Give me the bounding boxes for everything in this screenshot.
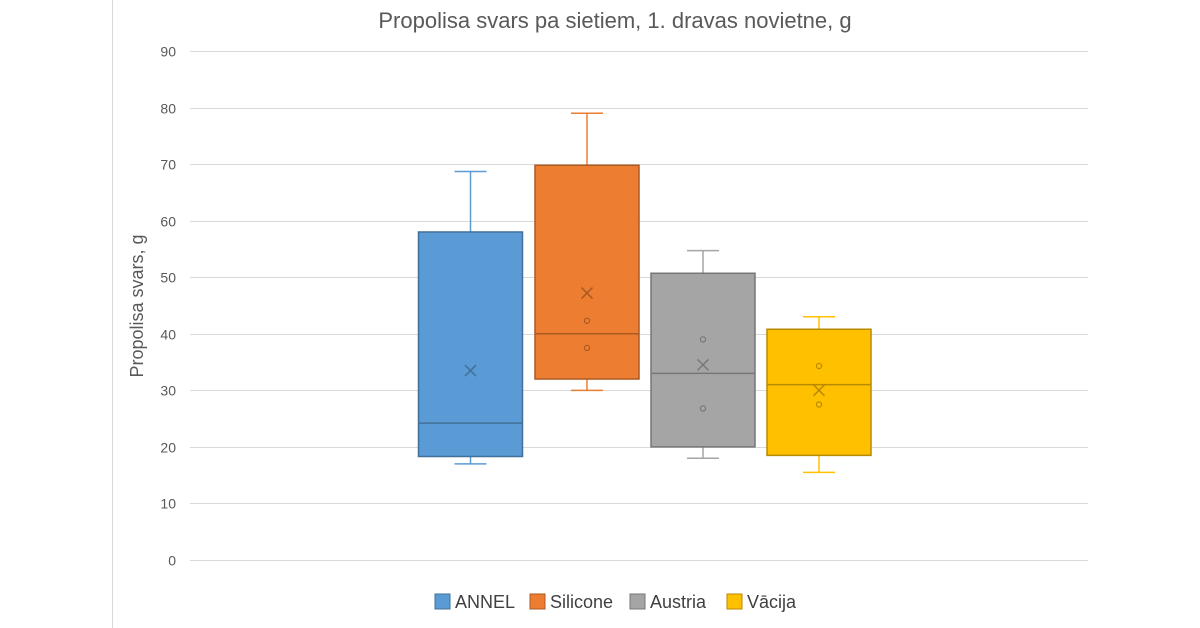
box-annel bbox=[417, 170, 524, 465]
inner-point bbox=[699, 405, 707, 412]
legend-label: Silicone bbox=[550, 592, 613, 612]
box-series bbox=[417, 112, 872, 474]
y-tick-label: 10 bbox=[160, 496, 176, 512]
mean-marker bbox=[696, 358, 710, 371]
box-vacija bbox=[766, 316, 872, 474]
inner-point bbox=[815, 362, 823, 370]
y-tick-label: 80 bbox=[160, 101, 176, 117]
y-tick-label: 50 bbox=[160, 270, 176, 286]
legend-item-vacija: Vācija bbox=[726, 592, 797, 612]
y-axis-title: Propolisa svars, g bbox=[127, 234, 147, 377]
legend-swatch bbox=[629, 593, 646, 610]
legend: ANNEL Silicone Austria Vācija bbox=[434, 592, 797, 612]
box-iqr bbox=[534, 164, 640, 380]
legend-item-annel: ANNEL bbox=[434, 592, 515, 612]
legend-label: ANNEL bbox=[455, 592, 515, 612]
mean-marker bbox=[812, 384, 826, 397]
y-tick-label: 70 bbox=[160, 157, 176, 173]
box-iqr bbox=[417, 231, 524, 458]
legend-swatch bbox=[434, 593, 451, 610]
legend-label: Vācija bbox=[747, 592, 797, 612]
box-austria bbox=[650, 249, 756, 459]
y-tick-label: 30 bbox=[160, 383, 176, 399]
legend-item-silicone: Silicone bbox=[529, 592, 613, 612]
box-silicone bbox=[534, 112, 640, 392]
mean-marker bbox=[464, 364, 477, 377]
legend-swatch bbox=[726, 593, 743, 610]
y-tick-label: 0 bbox=[168, 553, 176, 569]
y-tick-label: 60 bbox=[160, 214, 176, 230]
chart-title: Propolisa svars pa sietiem, 1. dravas no… bbox=[378, 8, 851, 33]
legend-swatch bbox=[529, 593, 546, 610]
inner-point bbox=[815, 401, 823, 408]
y-tick-labels: 0 10 20 30 40 50 60 70 80 90 bbox=[160, 44, 176, 569]
inner-point bbox=[583, 344, 591, 352]
y-tick-label: 90 bbox=[160, 44, 176, 60]
box-iqr bbox=[766, 328, 872, 457]
mean-marker bbox=[580, 287, 594, 300]
y-tick-label: 20 bbox=[160, 440, 176, 456]
y-tick-label: 40 bbox=[160, 327, 176, 343]
inner-point bbox=[583, 317, 591, 324]
legend-item-austria: Austria bbox=[629, 592, 707, 612]
box-iqr bbox=[650, 272, 756, 448]
inner-point bbox=[699, 336, 707, 343]
legend-label: Austria bbox=[650, 592, 707, 612]
